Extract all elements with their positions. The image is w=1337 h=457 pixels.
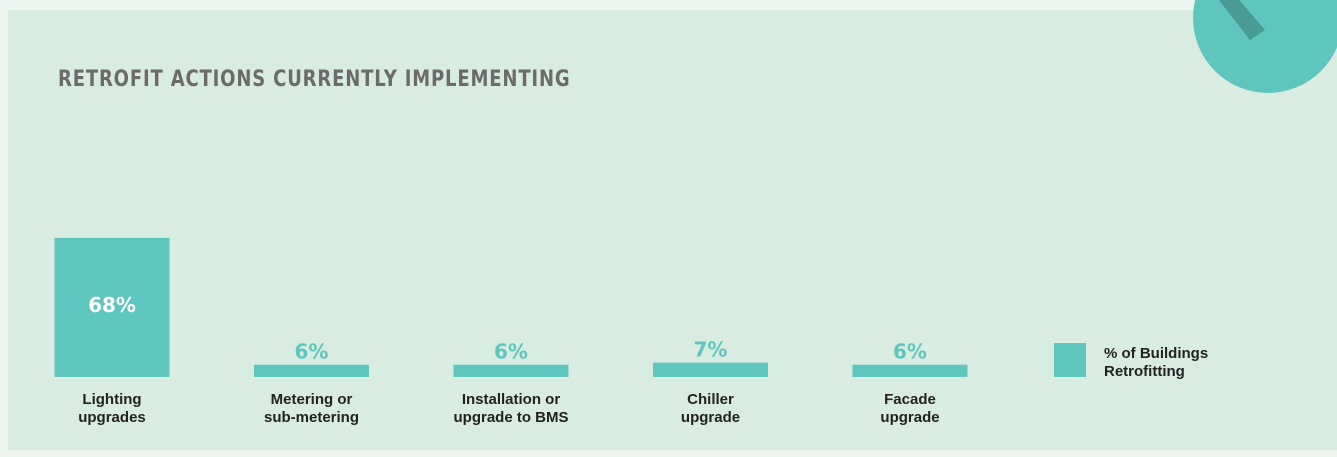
bar xyxy=(254,365,369,377)
chart: RETROFIT ACTIONS CURRENTLY IMPLEMENTING … xyxy=(0,0,1337,457)
x-tick-label: upgrade xyxy=(681,409,740,426)
value-label: 6% xyxy=(295,340,329,364)
x-tick-label: upgrade xyxy=(880,409,939,426)
x-tick-label: sub-metering xyxy=(264,409,359,426)
x-tick-label: Facade xyxy=(884,391,936,408)
bar xyxy=(853,365,968,377)
x-tick-label: Metering or xyxy=(271,391,353,408)
legend-label: % of Buildings Retrofitting xyxy=(1104,345,1234,381)
x-tick-label: upgrade to BMS xyxy=(454,409,569,426)
value-label: 6% xyxy=(494,340,528,364)
chart-title: RETROFIT ACTIONS CURRENTLY IMPLEMENTING xyxy=(58,65,571,91)
page: RETROFIT ACTIONS CURRENTLY IMPLEMENTING … xyxy=(0,0,1337,457)
legend-swatch xyxy=(1054,343,1086,377)
value-label: 7% xyxy=(694,338,728,362)
value-label: 68% xyxy=(88,293,136,317)
bar xyxy=(454,365,569,377)
x-tick-label: Installation or xyxy=(462,391,561,408)
x-tick-label: upgrades xyxy=(78,409,146,426)
x-tick-label: Chiller xyxy=(687,391,734,408)
value-label: 6% xyxy=(893,340,927,364)
x-tick-label: Lighting xyxy=(82,391,141,408)
bar xyxy=(653,363,768,377)
